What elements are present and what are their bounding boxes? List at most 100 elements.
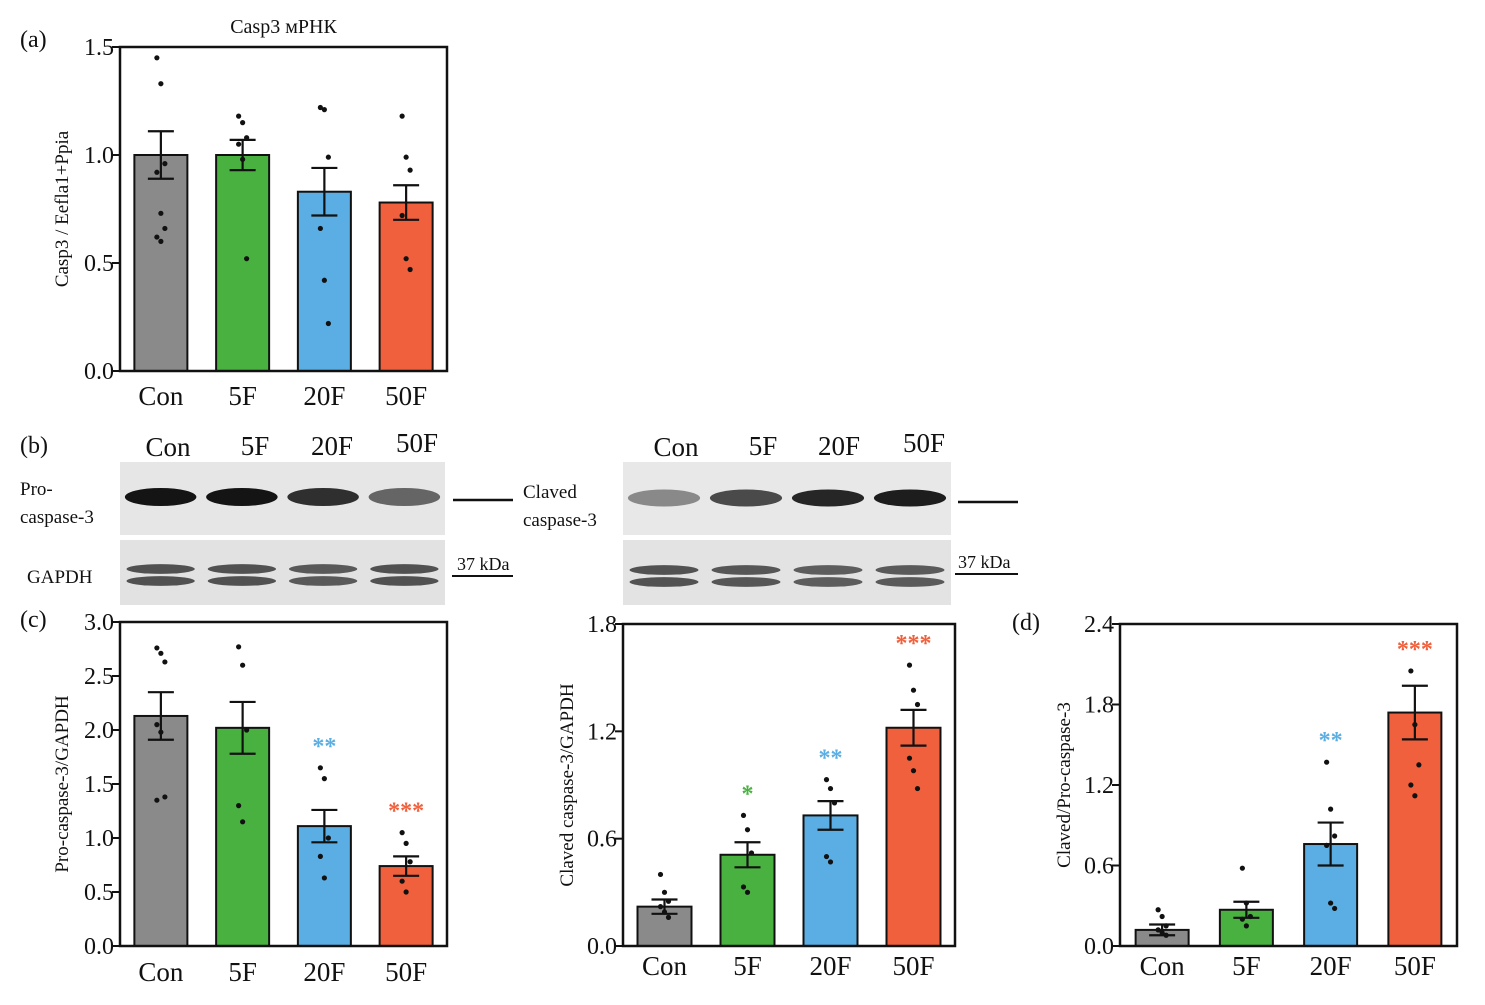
data-point — [914, 785, 921, 792]
data-point — [1239, 865, 1245, 871]
blot-right-top-bands — [627, 489, 947, 507]
blot-band — [793, 565, 863, 575]
chart-cleaved-caspase3: 0.0 0.6 1.2 1.8 Con 5F * 20F ** 50F *** Claved casp… — [557, 612, 957, 981]
bar-20f — [296, 825, 352, 947]
data-point — [325, 320, 331, 327]
data-point — [823, 853, 830, 860]
x-category-label: Con — [642, 951, 688, 981]
x-category-label: 5F — [228, 381, 257, 411]
data-point — [236, 803, 242, 809]
bar-50f — [1387, 711, 1443, 947]
blot-left-lane-label: 20F — [311, 431, 353, 461]
data-point — [1239, 916, 1245, 922]
significance-marker: * — [742, 781, 754, 807]
blot-right-top-label: Claved — [523, 482, 577, 503]
significance-marker: ** — [819, 746, 843, 772]
blot-band — [126, 564, 195, 574]
blot-band — [875, 565, 945, 575]
data-point — [1328, 806, 1334, 812]
y-tick-label: 0.0 — [587, 934, 617, 960]
blot-right-kda-marker: 37 kDa — [958, 552, 1011, 572]
y-axis-label: Claved/Pro-caspase-3 — [1054, 702, 1075, 868]
bar-5f — [719, 853, 776, 947]
data-point — [1159, 913, 1165, 920]
data-point — [162, 225, 168, 232]
blot-band — [370, 564, 439, 574]
significance-marker: *** — [896, 631, 932, 657]
plot-frame — [1118, 622, 1459, 948]
y-tick-label: 0.0 — [84, 934, 114, 960]
blot-right-bottom-bands — [629, 565, 945, 587]
data-point — [317, 225, 323, 232]
data-point — [317, 765, 323, 771]
plot-frame — [118, 45, 449, 373]
y-tick-label: 1.5 — [84, 772, 114, 798]
y-tick-label: 1.2 — [587, 719, 617, 745]
y-tick-label: 1.0 — [84, 143, 114, 169]
y-tick-label: 0.0 — [84, 359, 114, 385]
significance-marker: ** — [1319, 728, 1343, 754]
blot-band — [126, 576, 195, 586]
blot-left-lane-label: 50F — [396, 428, 438, 458]
x-category-label: 50F — [892, 951, 934, 981]
blot-band — [711, 565, 781, 575]
data-point — [403, 154, 409, 160]
chart-casp3-mrna: 0.0 0.5 1.0 1.5 Con 5F 20F 50F Casp3 / Eefla1+Pp… — [52, 16, 449, 411]
data-point — [236, 141, 242, 147]
data-point — [744, 827, 751, 833]
bar-50f — [885, 726, 942, 947]
data-point — [321, 107, 327, 113]
y-tick-label: 1.8 — [587, 612, 617, 638]
x-category-label: 20F — [1310, 951, 1352, 981]
data-point — [1159, 929, 1165, 936]
x-category-label: 50F — [385, 957, 427, 987]
blot-left-top-label: caspase-3 — [20, 507, 94, 528]
data-point — [1243, 900, 1249, 906]
blot-band — [791, 489, 865, 507]
data-point — [661, 909, 668, 915]
data-point — [1408, 782, 1414, 788]
blot-band — [629, 565, 699, 575]
blot-right-lane-label: 50F — [903, 428, 945, 458]
data-point — [325, 835, 331, 841]
data-point — [240, 156, 246, 162]
bar-20f — [802, 814, 859, 948]
data-point — [244, 256, 250, 262]
data-point — [407, 859, 413, 865]
y-axis-label: Pro-caspase-3/GAPDH — [52, 695, 73, 873]
blot-band — [289, 576, 358, 586]
data-point — [740, 884, 747, 890]
data-point — [657, 871, 664, 878]
data-point — [1332, 905, 1338, 912]
data-point — [399, 830, 405, 836]
blot-band — [206, 488, 278, 506]
blot-band — [711, 577, 781, 587]
data-point — [823, 777, 830, 783]
bar-50f — [378, 865, 434, 948]
western-blot-left: Con 5F 20F 50F Pro- caspase-3 GAPDH 37 k… — [20, 428, 513, 605]
panel-label-a: (a) — [20, 27, 47, 53]
data-point — [399, 878, 405, 884]
data-point — [403, 889, 409, 895]
y-tick-label: 0.5 — [84, 251, 114, 277]
panel-label-d: (d) — [1012, 610, 1040, 636]
data-point — [154, 722, 160, 728]
blot-band — [124, 488, 197, 506]
data-point — [162, 794, 168, 800]
blot-right-lane-label: 20F — [818, 431, 860, 461]
data-point — [154, 645, 160, 651]
data-point — [1408, 668, 1414, 674]
blot-left-lane-label: Con — [145, 432, 191, 462]
data-point — [1155, 927, 1161, 933]
data-point — [1155, 907, 1161, 913]
data-point — [740, 812, 747, 819]
panel-label-c: (c) — [20, 607, 47, 633]
data-point — [321, 776, 327, 782]
data-point — [1324, 759, 1330, 765]
data-point — [158, 210, 164, 216]
blot-right-lane-label: Con — [653, 432, 699, 462]
blot-left-bottom-label: GAPDH — [27, 567, 93, 588]
chart-cleaved-pro-ratio: 0.0 0.6 1.2 1.8 2.4 Con 5F 20F ** 50F *** Claved/Pr… — [1054, 612, 1459, 981]
y-tick-label: 1.5 — [84, 35, 114, 61]
data-point — [403, 840, 409, 847]
